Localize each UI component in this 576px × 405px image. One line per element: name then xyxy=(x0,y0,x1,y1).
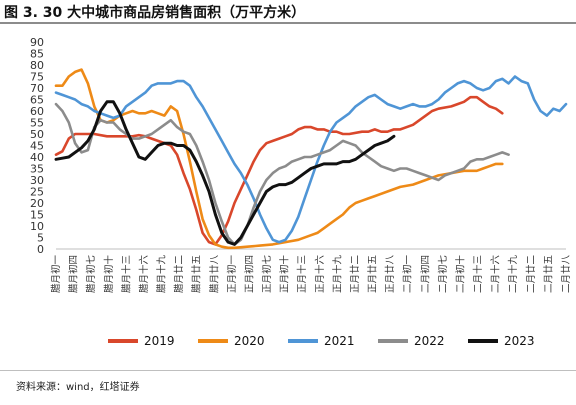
x-tick-label: 二月十六 xyxy=(490,255,502,294)
y-tick-label: 80 xyxy=(30,59,44,72)
y-tick-label: 40 xyxy=(30,151,44,164)
chart-title: 图 3. 30 大中城市商品房销售面积（万平方米） xyxy=(4,5,306,21)
y-tick-label: 25 xyxy=(30,186,44,199)
x-tick-label: 腊月初十 xyxy=(103,255,115,294)
series-line-2020 xyxy=(54,68,504,250)
x-tick-label: 腊月十六 xyxy=(138,255,150,294)
x-tick-label: 正月廿五 xyxy=(367,255,379,293)
footer-divider xyxy=(0,370,576,371)
y-tick-label: 65 xyxy=(30,94,44,107)
x-tick-label: 正月十三 xyxy=(296,255,308,293)
x-tick-label: 正月初四 xyxy=(243,255,255,293)
series-line-2019 xyxy=(54,95,504,246)
x-tick-label: 正月初七 xyxy=(261,255,273,294)
y-tick-label: 15 xyxy=(30,209,44,222)
y-tick-label: 45 xyxy=(30,140,44,153)
x-tick-label: 二月初四 xyxy=(419,255,431,293)
x-tick-label: 正月初一 xyxy=(226,255,238,294)
legend: 2019 2020 2021 2022 2023 xyxy=(108,334,535,348)
y-tick-label: 5 xyxy=(37,232,44,245)
y-tick-label: 90 xyxy=(30,36,44,49)
y-tick-label: 0 xyxy=(37,243,44,256)
x-tick-label: 二月初一 xyxy=(402,255,414,294)
x-tick-label: 正月廿二 xyxy=(349,255,361,293)
y-tick-label: 30 xyxy=(30,174,44,187)
x-tick-label: 二月初七 xyxy=(437,255,449,294)
y-tick-label: 85 xyxy=(30,48,44,61)
legend-label-2023: 2023 xyxy=(504,334,535,348)
x-tick-label: 正月初十 xyxy=(279,255,291,294)
source-note: 资料来源：wind，红塔证券 xyxy=(16,382,140,393)
x-tick-label: 腊月十九 xyxy=(156,255,168,294)
x-tick-label: 腊月初一 xyxy=(50,255,62,294)
title-divider xyxy=(0,22,576,24)
series-line-2021 xyxy=(54,75,568,244)
y-tick-label: 10 xyxy=(30,220,44,233)
x-tick-label: 二月十九 xyxy=(507,255,519,294)
x-tick-label: 正月十六 xyxy=(314,255,326,294)
legend-label-2021: 2021 xyxy=(324,334,355,348)
y-tick-label: 50 xyxy=(30,128,44,141)
x-tick-label: 腊月廿五 xyxy=(191,255,203,293)
x-tick-label: 腊月廿二 xyxy=(173,255,185,293)
y-tick-label: 70 xyxy=(30,82,44,95)
x-tick-label: 二月廿八 xyxy=(560,255,572,294)
series-line-2023 xyxy=(54,100,396,246)
legend-label-2019: 2019 xyxy=(144,334,175,348)
x-tick-label: 二月廿二 xyxy=(525,255,537,293)
series-lines xyxy=(54,68,568,250)
x-tick-label: 腊月初四 xyxy=(68,255,80,293)
x-tick-label: 二月初十 xyxy=(454,255,466,294)
y-tick-label: 75 xyxy=(30,71,44,84)
legend-label-2020: 2020 xyxy=(234,334,265,348)
x-axis: 腊月初一 腊月初四 腊月初七 腊月初十 腊月十三 腊月十六 腊月十九 腊月廿二 腊月廿五 腊月廿八… xyxy=(50,248,572,294)
y-tick-label: 55 xyxy=(30,117,44,130)
y-tick-label: 35 xyxy=(30,163,44,176)
x-tick-label: 腊月初七 xyxy=(85,255,97,294)
x-tick-label: 二月廿五 xyxy=(542,255,554,293)
x-tick-label: 正月十九 xyxy=(331,255,343,294)
y-tick-label: 20 xyxy=(30,197,44,210)
x-tick-label: 正月廿八 xyxy=(384,255,396,294)
y-tick-label: 60 xyxy=(30,105,44,118)
x-tick-label: 腊月廿八 xyxy=(208,255,220,294)
x-tick-label: 腊月十三 xyxy=(120,255,132,293)
legend-label-2022: 2022 xyxy=(414,334,445,348)
x-tick-label: 二月十三 xyxy=(472,255,484,293)
